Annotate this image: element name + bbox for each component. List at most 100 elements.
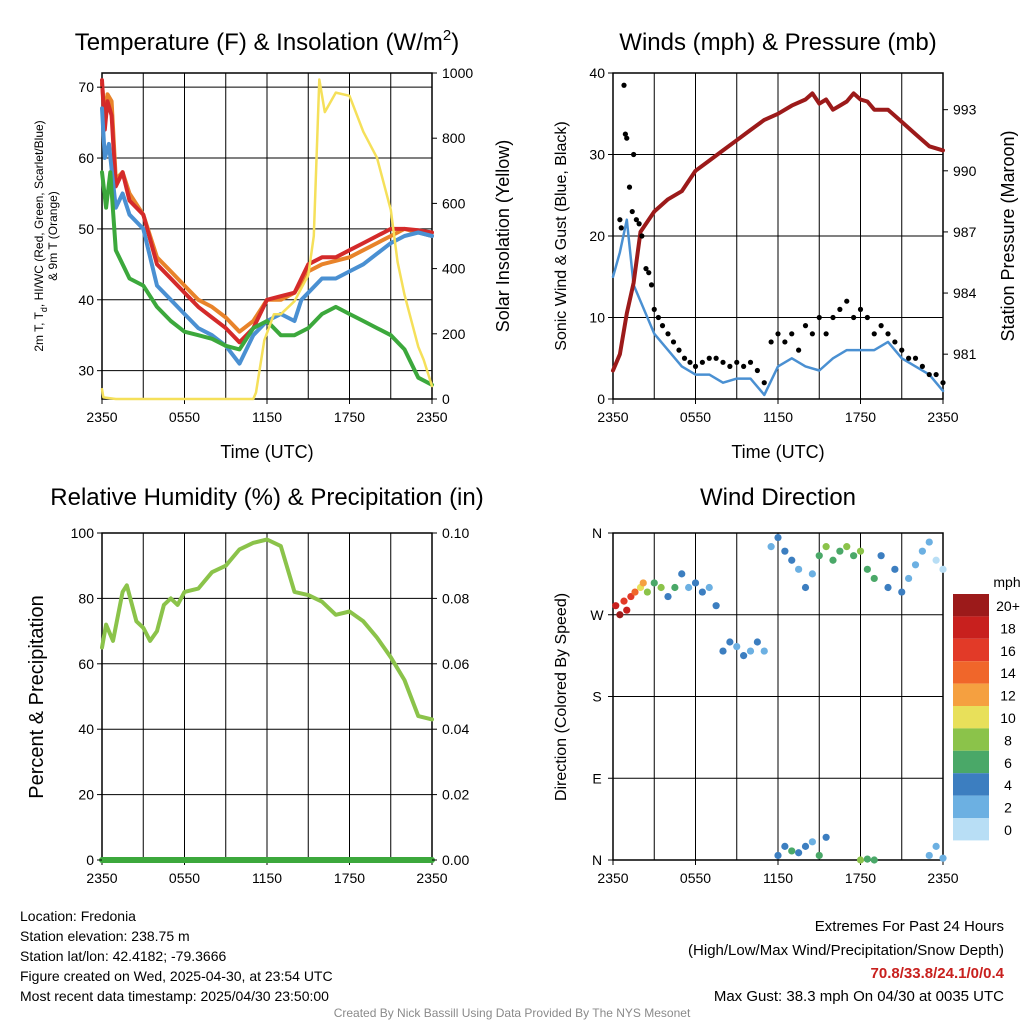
- latlon-text: Station lat/lon: 42.4182; -79.3666: [20, 948, 227, 964]
- rh-y-tick-label: 0: [86, 852, 94, 868]
- speed-legend-swatch: [953, 818, 989, 841]
- x-tick-label: 0550: [169, 870, 200, 886]
- gust-point: [629, 208, 635, 215]
- gust-point: [670, 339, 677, 345]
- direction-point: [753, 638, 761, 646]
- insolation-y-tick-label: 400: [442, 261, 466, 277]
- direction-point: [905, 574, 913, 583]
- gust-point: [720, 359, 726, 365]
- x-tick-label: 1150: [763, 870, 793, 886]
- gust-point: [665, 331, 671, 337]
- direction-point: [822, 543, 830, 551]
- gust-point: [639, 233, 645, 239]
- gust-point: [676, 347, 682, 353]
- speed-legend-swatch: [953, 594, 989, 617]
- direction-point: [932, 556, 940, 564]
- gust-point: [621, 82, 627, 88]
- direction-point: [698, 588, 706, 596]
- direction-point: [623, 606, 631, 614]
- direction-point: [795, 849, 803, 857]
- direction-point: [815, 552, 823, 560]
- gust-point: [624, 135, 630, 141]
- direction-point: [691, 579, 700, 587]
- gust-point: [864, 314, 870, 321]
- direction-y-axis-label: Direction (Colored By Speed): [553, 593, 570, 801]
- x-tick-label: 2350: [927, 870, 958, 886]
- gust-point: [727, 363, 733, 369]
- x-tick-label: 0550: [680, 870, 711, 886]
- gust-point: [912, 355, 919, 361]
- credit-text: Created By Nick Bassill Using Data Provi…: [333, 1006, 691, 1020]
- rh-y-axis-label: Percent & Precipitation: [26, 595, 48, 798]
- direction-point: [801, 583, 810, 592]
- rh-y-tick-label: 100: [71, 525, 95, 541]
- direction-point: [788, 556, 796, 564]
- direction-point: [746, 647, 755, 655]
- precip-y-tick-label: 0.06: [442, 656, 469, 672]
- gust-point: [844, 298, 850, 304]
- speed-legend-swatch: [953, 706, 989, 729]
- rh-chart-title: Relative Humidity (%) & Precipitation (i…: [50, 484, 483, 511]
- direction-point: [774, 851, 782, 860]
- direction-point: [740, 652, 748, 660]
- gust-point: [741, 363, 747, 369]
- gust-point: [681, 355, 688, 361]
- elevation-text: Station elevation: 238.75 m: [20, 928, 190, 944]
- direction-y-tick-label: W: [590, 607, 604, 623]
- direction-point: [891, 565, 899, 573]
- precip-y-tick-label: 0.04: [442, 721, 469, 737]
- insolation-y-tick-label: 600: [442, 195, 466, 211]
- extremes-values: 70.8/33.8/24.1/0/0.4: [870, 965, 1004, 982]
- direction-point: [877, 552, 885, 560]
- gust-point: [878, 323, 884, 329]
- precip-y-tick-label: 0.00: [442, 852, 469, 868]
- speed-legend-swatch: [953, 795, 989, 818]
- speed-legend-label: 20+: [996, 598, 1020, 614]
- speed-legend-title: mph: [993, 574, 1020, 590]
- direction-point: [678, 570, 686, 578]
- direction-point: [856, 856, 865, 864]
- gust-point: [651, 306, 657, 312]
- temp-y-tick-label: 40: [78, 292, 94, 308]
- gust-point: [775, 331, 781, 337]
- direction-point: [925, 538, 933, 546]
- wind-x-axis-label: Time (UTC): [731, 442, 824, 462]
- gust-point: [648, 282, 655, 288]
- rh-y-tick-label: 20: [78, 787, 94, 803]
- direction-point: [863, 565, 871, 573]
- gust-point: [940, 380, 946, 386]
- gust-point: [933, 371, 939, 378]
- x-tick-label: 0550: [680, 409, 711, 425]
- pressure-y-tick-label: 981: [953, 346, 977, 362]
- gust-point: [754, 367, 760, 374]
- direction-point: [843, 543, 851, 551]
- gust-point: [796, 347, 802, 353]
- gust-point: [761, 380, 767, 386]
- temp-y-tick-label: 30: [78, 363, 94, 379]
- speed-legend-label: 6: [1004, 755, 1012, 771]
- temp-series-line-3: [100, 170, 434, 387]
- gust-point: [926, 371, 932, 378]
- direction-point: [650, 579, 658, 587]
- direction-point: [836, 547, 844, 555]
- direction-point: [788, 847, 796, 855]
- extremes-subtitle: (High/Low/Max Wind/Precipitation/Snow De…: [688, 942, 1004, 959]
- direction-point: [760, 647, 768, 655]
- gust-point: [899, 347, 905, 353]
- direction-y-tick-label: N: [592, 525, 602, 541]
- direction-point: [643, 588, 651, 596]
- temp-x-axis-label: Time (UTC): [220, 442, 313, 462]
- x-tick-label: 0550: [169, 409, 200, 425]
- x-tick-label: 2350: [927, 409, 958, 425]
- pressure-line: [611, 91, 945, 373]
- direction-point: [664, 592, 672, 601]
- direction-point: [733, 642, 741, 651]
- direction-point: [808, 838, 816, 846]
- pressure-y-tick-label: 984: [953, 285, 977, 301]
- gust-point: [646, 270, 652, 276]
- wind-y-tick-label: 10: [589, 310, 605, 326]
- gust-point: [631, 151, 637, 158]
- wind-y-tick-label: 20: [589, 228, 605, 244]
- insolation-y-tick-label: 1000: [442, 65, 473, 81]
